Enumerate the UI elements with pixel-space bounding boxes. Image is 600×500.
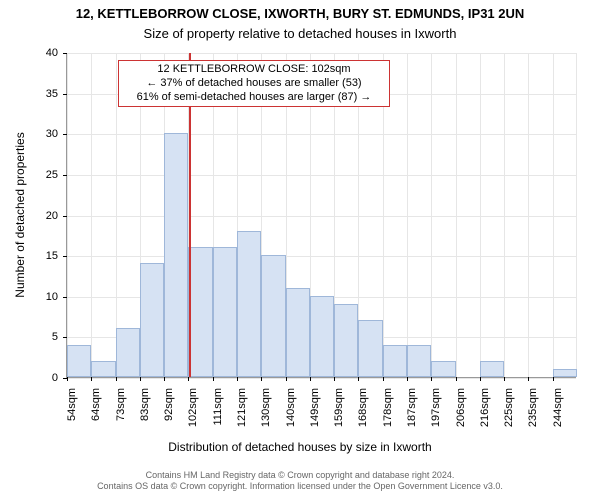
gridline-h	[67, 134, 576, 135]
attribution-footer: Contains HM Land Registry data © Crown c…	[0, 470, 600, 492]
gridline-v	[431, 53, 432, 377]
x-tick-label: 130sqm	[260, 388, 272, 438]
x-tick-mark	[480, 377, 481, 381]
y-tick-label: 35	[0, 88, 58, 100]
histogram-bar	[310, 296, 334, 377]
histogram-bar	[480, 361, 504, 377]
x-tick-label: 140sqm	[285, 388, 297, 438]
y-tick-label: 5	[0, 331, 58, 343]
x-tick-mark	[383, 377, 384, 381]
histogram-bar	[407, 345, 431, 378]
x-tick-label: 54sqm	[66, 388, 78, 438]
gridline-v	[480, 53, 481, 377]
gridline-h	[67, 378, 576, 379]
histogram-bar	[91, 361, 115, 377]
x-tick-mark	[188, 377, 189, 381]
gridline-h	[67, 175, 576, 176]
histogram-bar	[553, 369, 577, 377]
y-tick-label: 30	[0, 128, 58, 140]
x-tick-mark	[456, 377, 457, 381]
x-tick-label: 187sqm	[406, 388, 418, 438]
x-tick-label: 197sqm	[430, 388, 442, 438]
footer-line-1: Contains HM Land Registry data © Crown c…	[0, 470, 600, 481]
x-tick-label: 149sqm	[309, 388, 321, 438]
histogram-bar	[116, 328, 140, 377]
x-tick-mark	[553, 377, 554, 381]
gridline-h	[67, 256, 576, 257]
x-tick-mark	[213, 377, 214, 381]
x-axis-label: Distribution of detached houses by size …	[0, 440, 600, 454]
x-tick-mark	[310, 377, 311, 381]
gridline-h	[67, 216, 576, 217]
x-tick-label: 102sqm	[187, 388, 199, 438]
x-tick-mark	[407, 377, 408, 381]
y-tick-label: 20	[0, 210, 58, 222]
histogram-bar	[431, 361, 455, 377]
y-tick-label: 25	[0, 169, 58, 181]
x-tick-mark	[334, 377, 335, 381]
histogram-bar	[383, 345, 407, 378]
x-tick-mark	[67, 377, 68, 381]
x-tick-mark	[286, 377, 287, 381]
x-tick-label: 206sqm	[455, 388, 467, 438]
histogram-bar	[237, 231, 261, 377]
x-tick-mark	[237, 377, 238, 381]
x-tick-mark	[358, 377, 359, 381]
callout-line: 12 KETTLEBORROW CLOSE: 102sqm	[123, 63, 385, 77]
y-tick-label: 0	[0, 372, 58, 384]
x-tick-mark	[140, 377, 141, 381]
gridline-v	[91, 53, 92, 377]
x-tick-label: 64sqm	[90, 388, 102, 438]
x-tick-label: 83sqm	[139, 388, 151, 438]
x-tick-label: 178sqm	[382, 388, 394, 438]
x-tick-label: 168sqm	[357, 388, 369, 438]
x-tick-mark	[431, 377, 432, 381]
histogram-bar	[188, 247, 212, 377]
gridline-v	[407, 53, 408, 377]
x-tick-mark	[91, 377, 92, 381]
histogram-bar	[140, 263, 164, 377]
histogram-bar	[358, 320, 382, 377]
marker-callout: 12 KETTLEBORROW CLOSE: 102sqm← 37% of de…	[118, 60, 390, 107]
y-axis-ticks: 0510152025303540	[0, 53, 62, 378]
page-title: 12, KETTLEBORROW CLOSE, IXWORTH, BURY ST…	[0, 6, 600, 21]
x-tick-mark	[164, 377, 165, 381]
x-tick-label: 235sqm	[527, 388, 539, 438]
histogram-bar	[261, 255, 285, 377]
y-tick-label: 10	[0, 291, 58, 303]
x-tick-label: 92sqm	[163, 388, 175, 438]
x-tick-label: 159sqm	[333, 388, 345, 438]
x-tick-mark	[261, 377, 262, 381]
x-tick-label: 216sqm	[479, 388, 491, 438]
x-tick-mark	[116, 377, 117, 381]
gridline-v	[576, 53, 577, 377]
x-tick-label: 244sqm	[552, 388, 564, 438]
histogram-bar	[334, 304, 358, 377]
gridline-v	[67, 53, 68, 377]
gridline-v	[528, 53, 529, 377]
histogram-bar	[286, 288, 310, 377]
histogram-bar	[164, 133, 188, 377]
x-tick-label: 121sqm	[236, 388, 248, 438]
y-tick-label: 40	[0, 47, 58, 59]
x-axis-ticks: 54sqm 64sqm 73sqm 83sqm 92sqm 102sqm 111sqm 121…	[66, 382, 576, 442]
gridline-v	[553, 53, 554, 377]
histogram-bar	[67, 345, 91, 378]
callout-line: ← 37% of detached houses are smaller (53…	[123, 77, 385, 91]
y-tick-label: 15	[0, 250, 58, 262]
histogram-bar	[213, 247, 237, 377]
x-tick-label: 73sqm	[115, 388, 127, 438]
chart-subtitle: Size of property relative to detached ho…	[0, 26, 600, 41]
x-tick-label: 225sqm	[503, 388, 515, 438]
callout-line: 61% of semi-detached houses are larger (…	[123, 91, 385, 105]
gridline-v	[456, 53, 457, 377]
gridline-v	[504, 53, 505, 377]
x-tick-mark	[504, 377, 505, 381]
footer-line-2: Contains OS data © Crown copyright. Info…	[0, 481, 600, 492]
gridline-h	[67, 53, 576, 54]
x-tick-mark	[528, 377, 529, 381]
x-tick-label: 111sqm	[212, 388, 224, 438]
